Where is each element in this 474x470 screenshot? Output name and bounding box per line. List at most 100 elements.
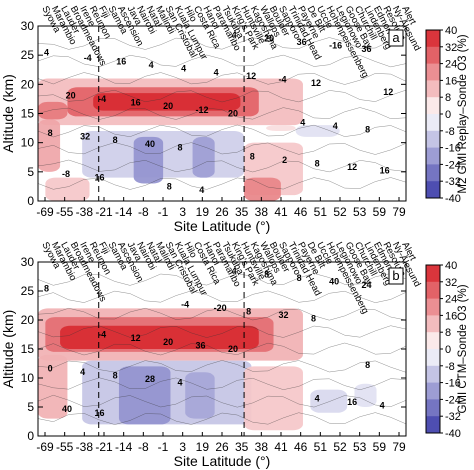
field-band <box>38 354 68 419</box>
x-tick-label: -38 <box>76 440 94 454</box>
x-tick-label: -1 <box>158 205 169 219</box>
colorbar-tick-label: 32 <box>445 277 457 289</box>
colorbar-segment <box>426 164 440 182</box>
field-band <box>45 177 90 201</box>
colorbar-segment <box>426 399 440 417</box>
x-tick-label: 52 <box>333 440 347 454</box>
field-band <box>133 136 164 184</box>
x-tick-label: 35 <box>235 440 249 454</box>
contour-label: 4 <box>149 60 154 70</box>
x-tick-label: -69 <box>36 205 54 219</box>
contour-label: 8 <box>365 360 370 370</box>
x-tick-label: -14 <box>115 205 133 219</box>
contour-label: -4 <box>98 330 106 340</box>
contour-label: 8 <box>250 151 255 161</box>
contour-line <box>37 273 407 286</box>
colorbar-tick-label: -8 <box>445 361 455 373</box>
contour-line <box>37 37 407 50</box>
contour-label: 4 <box>333 121 338 131</box>
panel-label: a <box>392 30 400 45</box>
panel-label-box <box>388 267 404 285</box>
x-tick-label: 41 <box>274 440 288 454</box>
x-tick-label: 52 <box>333 205 347 219</box>
x-tick-label: -55 <box>56 440 74 454</box>
colorbar-tick-label: 8 <box>445 327 451 339</box>
contour-line <box>37 377 407 391</box>
y-tick-label: 20 <box>21 77 35 91</box>
contour-label: 4 <box>80 367 85 377</box>
x-tick-label: 38 <box>255 205 269 219</box>
colorbar-segment <box>426 332 440 350</box>
heatmap-field <box>37 37 407 201</box>
colorbar-tick-label: -32 <box>445 411 461 423</box>
contour-line <box>37 412 407 425</box>
x-tick-label: -1 <box>158 440 169 454</box>
contour-label: 8 <box>178 142 183 152</box>
contour-label: -4 <box>98 94 106 104</box>
contour-label: 4 <box>214 67 219 77</box>
contour-label: 12 <box>246 71 256 81</box>
heatmap-field <box>37 273 407 431</box>
field-band <box>295 125 340 137</box>
x-tick-label: 19 <box>196 440 210 454</box>
contour-label: -4 <box>84 53 92 63</box>
contour-label: 4 <box>181 64 186 74</box>
x-tick-label: 59 <box>373 440 387 454</box>
y-tick-label: 10 <box>21 136 35 150</box>
x-tick-label: 26 <box>215 440 229 454</box>
contour-label: 36 <box>196 340 206 350</box>
x-tick-label: -21 <box>95 205 113 219</box>
contour-label: 4 <box>199 185 204 195</box>
y-tick-label: 25 <box>21 284 35 298</box>
x-tick-label: 35 <box>235 205 249 219</box>
contour-label: 8 <box>113 371 118 381</box>
colorbar-segment <box>426 365 440 384</box>
colorbar-segment <box>426 63 440 81</box>
colorbar-segment <box>426 46 440 65</box>
contour-label: 20 <box>163 101 173 111</box>
contour-label: -12 <box>196 105 209 115</box>
x-tick-label: -8 <box>138 205 149 219</box>
x-tick-label: 3 <box>179 205 186 219</box>
field-band <box>38 101 68 120</box>
contour-label: 8 <box>297 273 302 283</box>
x-tick-label: 79 <box>392 205 406 219</box>
contour-label: 12 <box>347 162 357 172</box>
y-tick-label: 0 <box>27 429 34 443</box>
field-band <box>244 366 303 431</box>
colorbar-tick-label: -32 <box>445 176 461 188</box>
site-name-label: Fiji <box>96 240 111 256</box>
contour-label: 12 <box>131 333 141 343</box>
colorbar-tick-label: -8 <box>445 126 455 138</box>
x-tick-label: 51 <box>314 205 328 219</box>
contour-label: 12 <box>311 78 321 88</box>
colorbar-tick-label: 0 <box>445 109 451 121</box>
contour-label: 2 <box>282 155 287 165</box>
contour-label: 4 <box>300 117 305 127</box>
contour-label: 16 <box>95 408 105 418</box>
x-tick-label: -14 <box>115 440 133 454</box>
contour-label: 8 <box>264 269 269 279</box>
contour-line <box>37 72 407 85</box>
field-band <box>185 372 215 419</box>
contour-line <box>37 394 407 408</box>
x-tick-label: 3 <box>179 440 186 454</box>
contour-label: 8 <box>48 128 53 138</box>
contour-line <box>37 142 407 155</box>
y-tick-label: 10 <box>21 371 35 385</box>
contour-label: 40 <box>145 139 155 149</box>
contour-label: 8 <box>44 284 49 294</box>
contour-label: -8 <box>62 169 70 179</box>
colorbar-segment <box>426 416 440 434</box>
contour-label: 8 <box>167 182 172 192</box>
contour-label: 8 <box>113 135 118 145</box>
colorbar-tick-label: 16 <box>445 75 457 87</box>
y-tick-label: 30 <box>21 19 35 33</box>
x-tick-label: 26 <box>215 205 229 219</box>
contour-line <box>37 290 407 303</box>
x-tick-label: 46 <box>294 205 308 219</box>
contour-label: 8 <box>365 125 370 135</box>
contour-label: 4 <box>232 266 237 276</box>
y-tick-label: 15 <box>21 107 35 121</box>
colorbar-segment <box>426 80 440 98</box>
